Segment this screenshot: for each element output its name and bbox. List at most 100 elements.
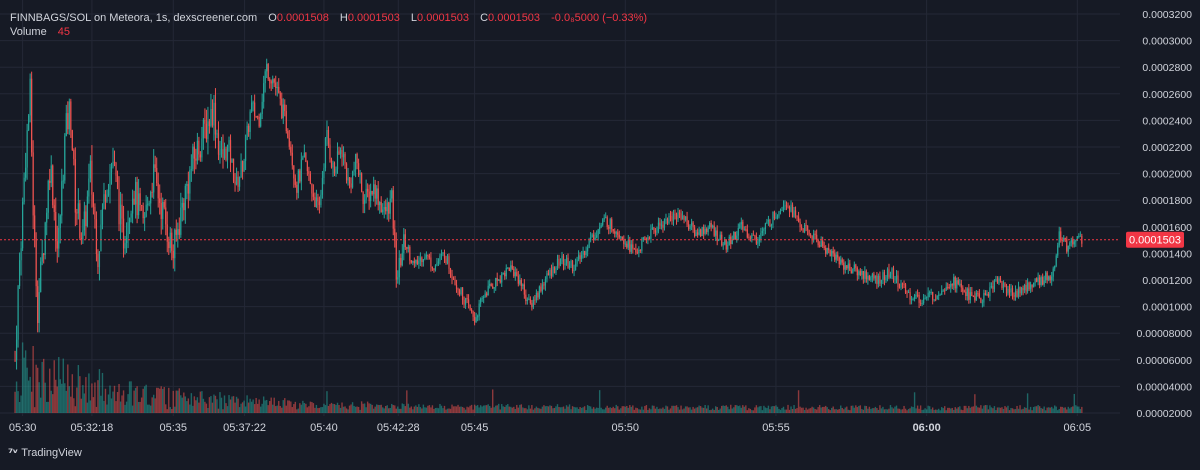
volume-bar	[981, 408, 984, 413]
volume-bar	[636, 408, 639, 413]
candle-body	[962, 287, 964, 292]
candle-body	[443, 252, 446, 259]
candle-body	[77, 203, 79, 214]
candle-body	[290, 146, 292, 153]
candle-body	[496, 278, 498, 281]
volume-bar	[856, 407, 859, 413]
candle-body	[478, 303, 480, 317]
volume-bar	[585, 410, 587, 413]
candle-body	[614, 231, 616, 234]
volume-bar	[570, 409, 572, 413]
volume-bar	[808, 408, 810, 413]
candle-body	[348, 177, 351, 184]
candle-body	[535, 292, 537, 301]
candle-body	[540, 286, 542, 292]
candle-body	[904, 284, 907, 293]
volume-bar	[1081, 406, 1083, 413]
candle-body	[544, 279, 547, 286]
candle-body	[484, 293, 486, 298]
volume-bar	[130, 381, 132, 413]
volume-bar	[630, 406, 633, 413]
volume-bar	[39, 397, 42, 413]
candle-body	[150, 192, 152, 204]
volume-bar	[624, 406, 626, 413]
candle-body	[419, 257, 421, 261]
volume-bar	[113, 385, 116, 413]
volume-bar	[965, 405, 967, 413]
candle-body	[710, 222, 712, 228]
candle-body	[653, 227, 655, 231]
candle-body	[993, 280, 996, 289]
volume-bar	[832, 406, 834, 413]
candle-body	[532, 299, 534, 308]
candle-body	[990, 286, 993, 288]
candle-body	[929, 292, 931, 294]
tradingview-branding[interactable]: ⁷ᵛ TradingView	[8, 446, 82, 460]
candle-body	[999, 278, 1002, 282]
candle-body	[803, 225, 806, 233]
volume-bar	[653, 405, 655, 413]
price-tick-label: 0.0001200	[1142, 275, 1192, 287]
candle-body	[933, 299, 935, 301]
volume-bar	[318, 407, 321, 413]
volume-bar	[162, 388, 164, 413]
volume-bar	[169, 407, 171, 413]
volume-bar	[463, 407, 465, 413]
candle-body	[248, 125, 250, 132]
candle-body	[1028, 282, 1030, 290]
time-tick-label: 05:45	[461, 422, 489, 434]
volume-bar	[608, 407, 610, 413]
volume-bar	[406, 390, 408, 413]
candle-body	[153, 164, 155, 193]
candle-body	[615, 232, 617, 234]
candle-body	[151, 192, 153, 194]
volume-bar	[469, 405, 471, 413]
volume-bar	[287, 400, 289, 413]
candle-body	[1079, 235, 1081, 237]
volume-bar	[772, 406, 774, 413]
volume-bar	[362, 403, 364, 413]
volume-bar	[508, 406, 510, 413]
volume-bar	[410, 406, 413, 413]
candle-body	[41, 253, 43, 262]
candle-body	[644, 237, 646, 239]
candle-body	[392, 190, 394, 229]
volume-bar	[52, 394, 54, 413]
price-axis[interactable]: 0.0003200 0.0003000 0.0002800 0.0002600 0.00…	[1137, 9, 1193, 420]
volume-bar	[565, 405, 568, 413]
volume-bar	[922, 409, 925, 413]
volume-label[interactable]: Volume	[10, 26, 47, 38]
volume-bar	[418, 404, 420, 413]
price-tick-label: 0.0002200	[1142, 142, 1192, 154]
candle-body	[433, 268, 435, 271]
volume-bar	[380, 404, 382, 413]
volume-bar	[116, 392, 119, 413]
volume-bar	[339, 407, 342, 413]
symbol-title[interactable]: FINNBAGS/SOL on Meteora, 1s, dexscreener…	[10, 12, 258, 24]
volume-bar	[258, 399, 260, 413]
volume-bar	[781, 408, 783, 413]
volume-bar	[86, 402, 89, 413]
volume-bar	[843, 409, 845, 413]
candle-body	[168, 241, 170, 249]
candle-body	[820, 240, 822, 247]
volume-bar	[64, 383, 66, 413]
volume-bar	[278, 400, 280, 413]
price-tick-label: 0.00004000	[1137, 381, 1193, 393]
volume-bar	[265, 399, 268, 413]
volume-bar	[648, 408, 651, 413]
candle-body	[122, 218, 125, 249]
volume-bar	[1019, 405, 1021, 413]
candle-body	[309, 173, 311, 184]
time-axis[interactable]: 05:30 05:32:18 05:35 05:37:22 05:40 05:42:28 0…	[9, 422, 1091, 434]
volume-bar	[910, 406, 913, 413]
volume-bar	[38, 382, 40, 413]
volume-bar	[404, 406, 407, 413]
volume-bar	[897, 408, 899, 413]
candle-body	[507, 267, 509, 269]
candle-body	[347, 177, 349, 181]
candle-body	[380, 201, 382, 213]
volume-value: 45	[57, 26, 71, 38]
volume-bar	[273, 397, 275, 413]
